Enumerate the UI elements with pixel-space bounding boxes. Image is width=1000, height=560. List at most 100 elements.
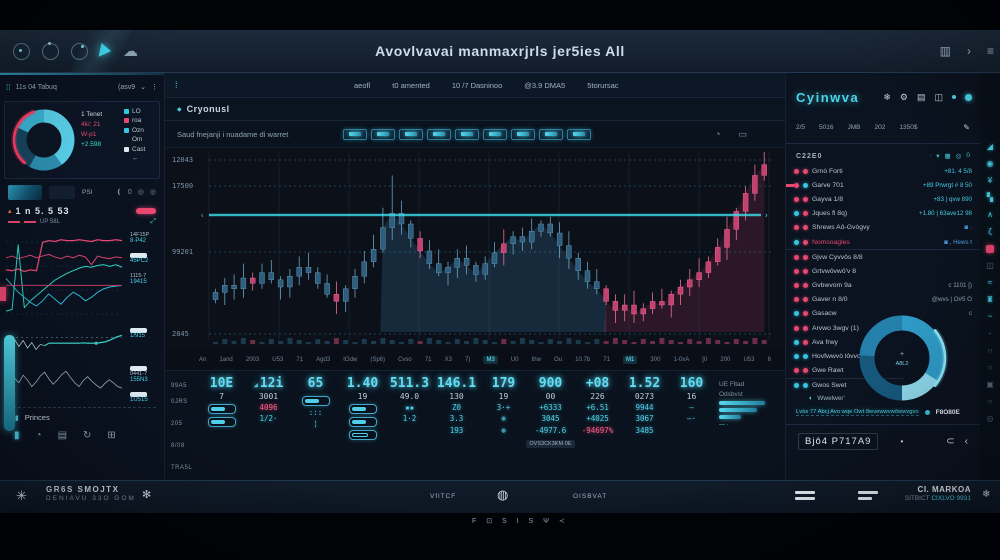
list-item[interactable]: Gwe Rawt	[786, 364, 903, 378]
grip-icon[interactable]: ⁞⁞	[6, 82, 11, 92]
edge-tool-icon-4[interactable]: ∧	[987, 210, 993, 219]
x-tick-label[interactable]: thw	[531, 357, 541, 363]
more-icon[interactable]: ⋮	[151, 84, 158, 91]
candlestick-chart-area[interactable]: 12043 17500 99201 2845 ‹ ›	[165, 147, 785, 350]
x-tick-label[interactable]: [0	[702, 357, 708, 363]
footer-label-1[interactable]: VflTCF	[430, 493, 457, 500]
x-tick-label[interactable]: (Sp6)	[370, 357, 386, 363]
nav-item[interactable]: aeofl	[354, 80, 371, 90]
sidebar-tool-icon-3[interactable]: ↻	[83, 430, 92, 441]
timer-icon[interactable]	[13, 42, 30, 60]
section-icon[interactable]: 0	[966, 152, 970, 159]
edge-tool-icon-2[interactable]: ¥	[987, 176, 993, 185]
window-icon[interactable]: ◫	[934, 91, 943, 102]
toggle-pill[interactable]	[348, 430, 377, 440]
edge-tool-icon-16[interactable]: ◎	[986, 414, 994, 423]
list-item[interactable]: Grnò Forti +81. 4 5/8	[786, 164, 980, 178]
toolbar-button-flag[interactable]	[483, 128, 508, 140]
nav-item[interactable]: 10 /7 Dasninoo	[451, 80, 503, 90]
thumbnail-placeholder[interactable]	[49, 185, 75, 199]
x-tick-label[interactable]: 10.7b	[575, 357, 591, 363]
section-icon[interactable]: ∙	[929, 152, 932, 159]
panel-icon[interactable]: ▥	[939, 44, 951, 58]
cloud-icon[interactable]: ☁	[123, 42, 138, 60]
list-item[interactable]: Garve 701 +89 Prwrgt # 8 50	[786, 178, 980, 192]
progress-bar[interactable]	[719, 408, 757, 412]
sparkline-2[interactable]	[2, 360, 162, 409]
edge-tool-icon-0[interactable]: ◢	[986, 142, 994, 151]
section-icon[interactable]: ▦	[944, 153, 951, 160]
strip-icon[interactable]: ◎	[149, 189, 156, 196]
x-tick-label[interactable]: An	[199, 357, 207, 363]
starburst-icon[interactable]: ✳	[16, 488, 27, 503]
details-link[interactable]: Lvòs 77 Abcj Avo wqe Owt 8wvewwvwôwwvgvo	[796, 409, 919, 416]
list-item[interactable]: Gaver n 8/0 @wvs | O#5 O	[786, 293, 980, 307]
toggle-pill[interactable]	[207, 404, 236, 414]
list-item[interactable]: Ava frwy	[786, 335, 903, 349]
x-tick-label[interactable]: 2003	[245, 357, 260, 363]
edge-tool-icon-10[interactable]: ~	[987, 312, 993, 321]
value-pill[interactable]	[130, 366, 147, 371]
scroll-indicator[interactable]	[4, 335, 15, 431]
sidebar-tool-icon-4[interactable]: ⊞	[107, 430, 116, 441]
subset-icon[interactable]: ⊂	[946, 436, 955, 447]
list-item[interactable]: Gasacw c	[786, 307, 980, 321]
edge-tool-icon-5[interactable]: ζ	[988, 227, 992, 236]
gear-icon[interactable]: ⚙	[899, 91, 908, 102]
x-tick-label[interactable]: 1-0xA	[673, 357, 690, 363]
toolbar-button-wave[interactable]	[399, 128, 424, 140]
list-item[interactable]: Gwos Swet	[786, 377, 903, 393]
chevron-right-icon[interactable]: ›	[966, 44, 971, 58]
nav-item[interactable]: @3.9 DMA5	[524, 80, 566, 90]
dash-icon[interactable]	[858, 491, 878, 503]
thumbnail-image[interactable]	[8, 184, 42, 200]
toolbar-button-bars[interactable]	[371, 128, 396, 140]
list-item[interactable]: Grtvwôvwô'v 8	[786, 264, 980, 278]
left-line-chart[interactable]	[2, 228, 162, 327]
list-item[interactable]: Shrews Aô-Gvògvy ◙ ·	[786, 221, 980, 235]
sparkle-icon[interactable]: ✻	[142, 489, 152, 501]
edge-tool-icon-12[interactable]: ○	[987, 346, 993, 355]
x-tick-label[interactable]: X3	[444, 357, 452, 363]
progress-bar[interactable]	[719, 401, 765, 405]
x-tick-label[interactable]: Cvso	[398, 357, 412, 363]
edge-tool-icon-7[interactable]: ◫	[986, 261, 994, 270]
list-item[interactable]: Arvwo 3wgv (1)	[786, 321, 903, 335]
x-tick-label[interactable]: Ou	[554, 357, 563, 363]
grip-icon[interactable]: ⁞	[175, 80, 178, 90]
list-item[interactable]: Nomsoagles ◙ , Hews t	[786, 235, 980, 249]
tab[interactable]: JMB	[847, 123, 861, 131]
x-tick-label[interactable]: 1and	[219, 357, 233, 363]
edge-tool-icon-3[interactable]: ▚	[986, 193, 994, 202]
x-tick-label[interactable]: 300	[650, 357, 661, 363]
toggle-pill[interactable]	[348, 404, 377, 414]
x-tick-label[interactable]: Agd3	[316, 357, 331, 363]
x-tick-label[interactable]: U0	[510, 357, 519, 363]
social-icons-row[interactable]: F ⊡ S I S Ψ ≺	[472, 518, 569, 525]
x-tick-label[interactable]: 71	[603, 357, 610, 363]
toolbar-button-pen[interactable]	[511, 128, 536, 140]
toolbar-button-compare[interactable]	[567, 128, 592, 140]
x-tick-label[interactable]: 200	[720, 357, 731, 363]
edge-tool-icon-11[interactable]: ·	[988, 329, 992, 338]
x-tick-label[interactable]: M3	[483, 356, 498, 364]
expand-icon[interactable]: ⤢	[150, 218, 156, 225]
sparkline-1[interactable]	[2, 324, 162, 365]
edge-tool-icon-9[interactable]: ♜	[986, 295, 994, 304]
alert-square-icon[interactable]	[986, 245, 994, 253]
nav-item[interactable]: t0 amented	[392, 80, 430, 90]
x-tick-label[interactable]: M1	[623, 356, 638, 364]
toolbar-button-trend[interactable]	[427, 128, 452, 140]
refresh-icon[interactable]	[42, 41, 59, 60]
clock-icon[interactable]	[71, 42, 88, 60]
toggle-pill[interactable]	[301, 396, 330, 406]
footer-label-2[interactable]: OISBVAT	[573, 493, 608, 500]
list-item[interactable]: Gjvw Cyvvôs 8/8	[786, 249, 980, 264]
edit-icon[interactable]: ✎	[963, 122, 970, 132]
x-tick-label[interactable]: U53	[272, 357, 284, 363]
tab[interactable]: 1350$	[899, 123, 918, 131]
snowflake-icon[interactable]: ❄	[883, 91, 891, 102]
tab[interactable]: 202	[874, 123, 886, 131]
card-icon[interactable]: ▭	[738, 128, 747, 139]
x-tick-label[interactable]: U53	[743, 357, 755, 363]
